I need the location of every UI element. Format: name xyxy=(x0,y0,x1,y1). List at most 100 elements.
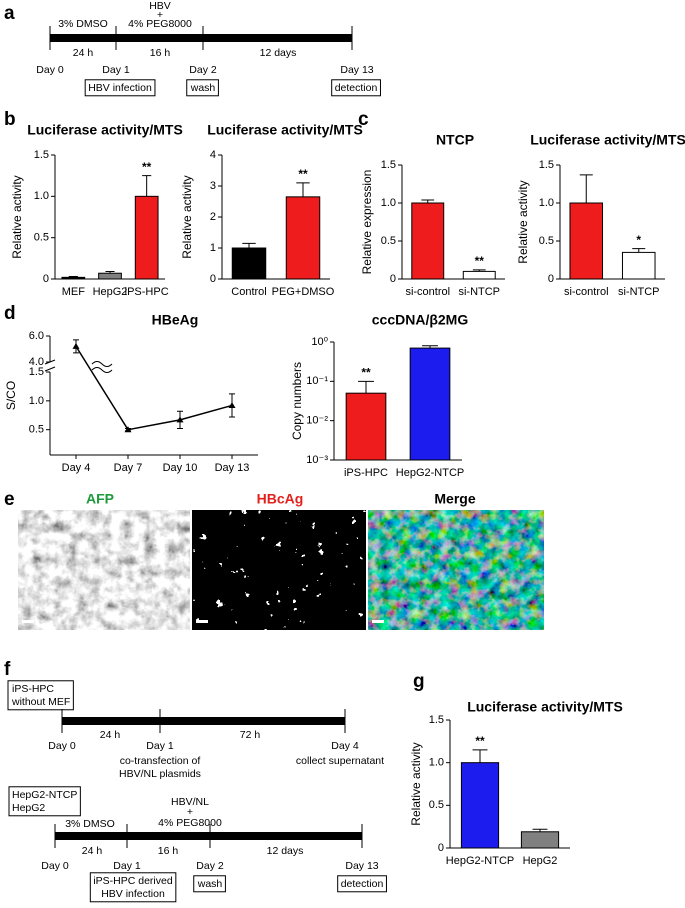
y-tick-label: 0 xyxy=(548,273,554,285)
y-tick-label: 0.5 xyxy=(34,232,49,244)
y-tick-label: 1.0 xyxy=(381,197,396,209)
timeline-text: + xyxy=(187,806,193,818)
timeline-text: without MEF xyxy=(11,696,70,708)
timeline-text: collect supernatant xyxy=(296,755,384,767)
timeline-text: 24 h xyxy=(82,845,103,857)
y-tick-label: 0.5 xyxy=(539,235,554,247)
step-box xyxy=(186,79,219,97)
timeline-text: 3% DMSO xyxy=(58,18,108,30)
error-bar xyxy=(472,749,488,763)
step-box xyxy=(7,680,74,711)
y-tick-label: 2 xyxy=(210,211,216,223)
bar xyxy=(231,247,267,280)
timeline-text: co-transfection of xyxy=(120,755,201,767)
bar xyxy=(134,195,159,280)
hbcag-image xyxy=(192,510,366,630)
panel-label: a xyxy=(4,3,15,24)
significance: ** xyxy=(475,734,485,748)
significance: ** xyxy=(361,366,371,380)
merge-image xyxy=(368,510,544,630)
significance: * xyxy=(636,233,641,247)
timeline-text: 4% PEG8000 xyxy=(128,18,192,30)
timeline-text: Day 0 xyxy=(48,740,76,752)
timeline-text: 3% DMSO xyxy=(65,818,115,830)
error-bar xyxy=(296,182,310,197)
timeline-text: Day 1 xyxy=(146,740,174,752)
y-tick-label: 1 xyxy=(210,242,216,254)
y-tick-label: 0.5 xyxy=(29,424,44,436)
channel-title: Merge xyxy=(434,491,475,507)
y-axis-label: Relative expression xyxy=(360,170,374,275)
timeline-text: 12 days xyxy=(267,845,304,857)
bar xyxy=(462,270,496,280)
timeline-text: Day 13 xyxy=(340,64,373,76)
timeline-text: iPS-HPC derived xyxy=(93,875,173,887)
timeline-text: HBV infection xyxy=(101,888,165,900)
x-tick-label: Control xyxy=(231,286,266,298)
y-tick-label: 1.5 xyxy=(381,159,396,171)
timeline-text: wash xyxy=(197,878,223,890)
y-axis-label: Relative activity xyxy=(516,180,530,263)
y-tick-label: 0.5 xyxy=(381,235,396,247)
bar xyxy=(621,251,656,280)
channel-title: AFP xyxy=(86,491,114,507)
y-tick-label: 0 xyxy=(438,842,444,854)
y-tick-label: 1.0 xyxy=(29,395,44,407)
x-tick-label: HepG2 xyxy=(523,855,558,867)
significance: ** xyxy=(475,254,485,268)
timeline-text: 24 h xyxy=(100,729,121,741)
chart-title: HBeAg xyxy=(152,312,199,328)
timeline-text: HBV infection xyxy=(88,82,152,94)
x-tick-label: Day 10 xyxy=(163,462,198,474)
timeline-text: 12 days xyxy=(260,47,297,59)
x-tick-label: iPS-HPC xyxy=(125,286,169,298)
error-bar xyxy=(421,199,435,203)
x-tick-label: Day 7 xyxy=(114,462,143,474)
chart-title: Luciferase activity/MTS xyxy=(207,122,363,138)
timeline-text: detection xyxy=(335,82,378,94)
x-tick-label: PEG+DMSO xyxy=(272,286,335,298)
x-tick-label: Day 13 xyxy=(215,462,250,474)
y-tick-label: 1.5 xyxy=(429,714,444,726)
error-bar xyxy=(579,174,593,203)
timeline-text: detection xyxy=(341,878,384,890)
y-tick-label: 1.0 xyxy=(34,190,49,202)
y-tick-label: 6.0 xyxy=(29,330,44,342)
channel-title: HBcAg xyxy=(257,491,304,507)
bar xyxy=(460,762,500,849)
timeline-text: wash xyxy=(190,82,216,94)
y-tick-label: 1.0 xyxy=(429,757,444,769)
chart-title: NTCP xyxy=(436,132,474,148)
x-tick-label: Day 4 xyxy=(62,462,91,474)
x-tick-label: MEF xyxy=(62,286,86,298)
significance: ** xyxy=(142,160,152,174)
x-tick-label: HepG2 xyxy=(93,286,128,298)
timeline-text: 16 h xyxy=(150,47,171,59)
panel-label: b xyxy=(4,109,16,130)
x-tick-label: HepG2-NTCP xyxy=(396,467,464,479)
bar xyxy=(285,196,321,280)
timeline-text: 16 h xyxy=(158,845,179,857)
error-bar xyxy=(358,380,374,394)
panel-label: d xyxy=(4,303,16,324)
scale-bar xyxy=(372,620,384,623)
timeline-text: HBV/NL plasmids xyxy=(119,768,201,780)
y-tick-label: 3 xyxy=(210,180,216,192)
bar xyxy=(520,831,560,849)
step-box xyxy=(331,79,381,97)
x-tick-label: si-NTCP xyxy=(458,286,500,298)
y-axis-label: Copy numbers xyxy=(290,362,304,440)
timeline-text: Day 4 xyxy=(331,740,359,752)
bar xyxy=(569,202,604,280)
timeline-bar xyxy=(62,717,345,725)
timeline-text: Day 2 xyxy=(189,64,217,76)
chart-title: Luciferase activity/MTS xyxy=(27,122,183,138)
timeline-text: HBV xyxy=(149,0,171,12)
panel-label: c xyxy=(358,109,369,130)
line xyxy=(75,346,233,431)
y-tick-label: 1.5 xyxy=(34,149,49,161)
y-axis-label: Relative activity xyxy=(409,742,423,825)
y-tick-label: 1.5 xyxy=(29,366,44,378)
y-tick-label: 0 xyxy=(390,273,396,285)
error-bar xyxy=(242,242,256,248)
